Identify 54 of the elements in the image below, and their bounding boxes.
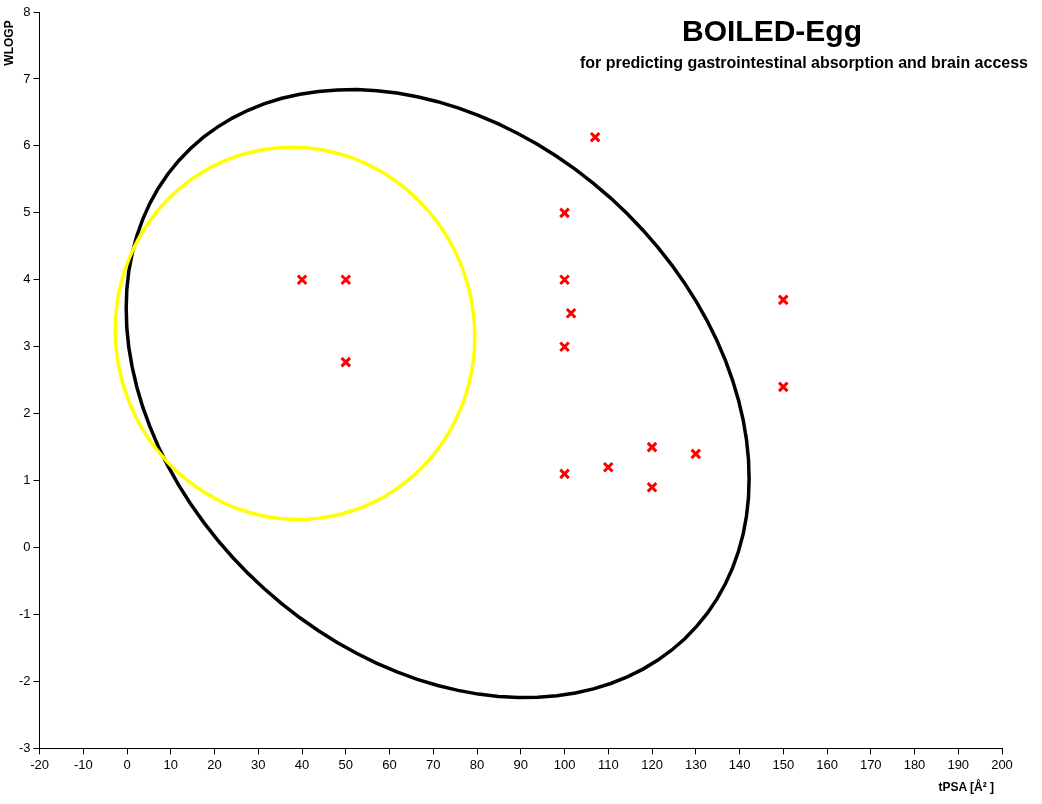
x-tick-label: 70 [426,756,441,772]
point [602,461,615,473]
y-tick-label: 1 [23,472,31,488]
x-tick-label: -20 [30,756,49,772]
point [589,131,601,143]
point [558,340,571,353]
text: for predicting gastrointestinal absorption and brain access [579,54,1028,72]
y-tick-label: 7 [23,70,31,86]
y-tick-label: -3 [19,739,31,755]
x-tick-label: 100 [553,756,576,772]
x-tick-label: -10 [73,756,93,772]
x-tick-label: 150 [772,756,795,772]
point [558,207,571,219]
y-tick-label: 4 [23,271,31,287]
x-tick-label: 80 [469,756,485,772]
x-tick-label: 180 [903,756,926,772]
x-tick-label: 40 [294,756,310,772]
x-tick-label: 140 [728,756,751,772]
point [558,468,571,480]
x-tick-label: 90 [513,756,529,772]
x-tick-label: 110 [597,756,619,772]
y-tick-label: 2 [23,405,31,421]
x-axis-title: tPSA [Å² ] [938,780,994,794]
y-tick-label: 3 [23,338,31,354]
point [777,381,790,393]
x-tick-label: 120 [641,756,663,772]
y-axis-title: WLOGP [1,20,16,66]
point [296,274,308,286]
point [777,294,790,306]
point [558,274,571,286]
y-tick-label: -1 [19,606,31,622]
point [690,448,702,460]
x-tick-label: 20 [207,756,222,772]
x-tick-label: 60 [382,756,397,772]
y-tick-label: 0 [23,539,31,555]
point [646,481,658,494]
chart-title: BOILED-Egg [682,14,862,48]
point [340,274,352,286]
x-tick-label: 30 [251,756,266,772]
x-tick-label: 10 [163,756,179,772]
x-tick-label: 160 [816,756,838,772]
y-tick-label: 6 [23,137,31,153]
point [340,356,352,368]
x-tick-label: 0 [123,756,131,772]
x-tick-label: 200 [991,756,1013,772]
y-tick-label: 8 [23,3,31,19]
point [646,441,658,453]
y-tick-label: -2 [19,673,31,689]
x-tick-label: 50 [338,756,354,772]
x-tick-label: 130 [684,756,707,772]
y-tick-label: 5 [23,204,31,220]
point [565,307,577,319]
x-tick-label: 170 [859,756,882,772]
x-tick-label: 190 [947,756,970,772]
